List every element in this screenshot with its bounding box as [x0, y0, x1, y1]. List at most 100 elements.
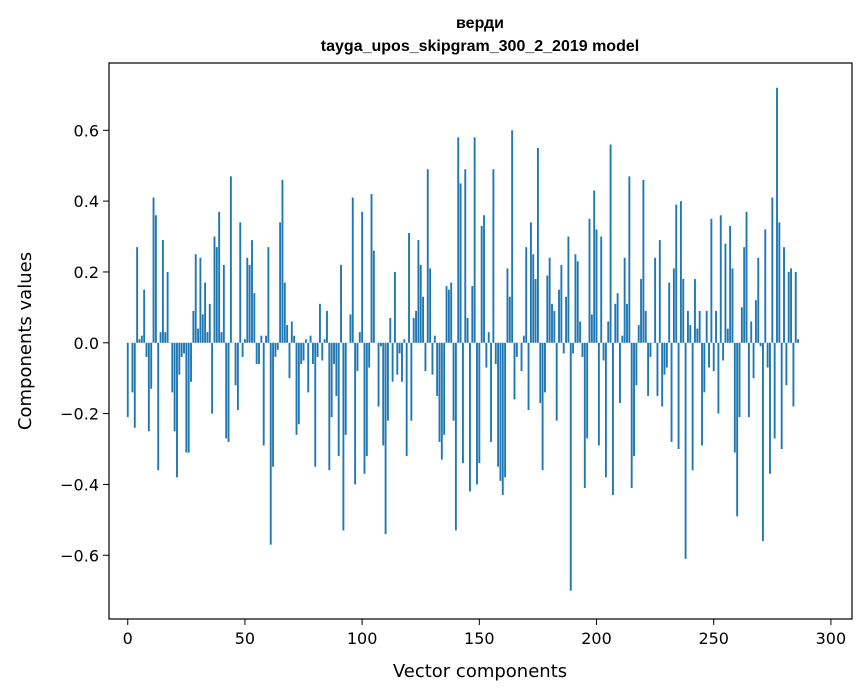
bar-component-261 — [738, 342, 741, 418]
bar-component-177 — [541, 342, 544, 471]
bar-component-143 — [461, 342, 464, 464]
bar-component-269 — [757, 257, 760, 343]
bar-component-7 — [143, 289, 146, 343]
bar-component-161 — [504, 342, 507, 478]
bar-component-0 — [126, 342, 129, 418]
bar-component-228 — [661, 342, 664, 407]
bar-component-189 — [569, 342, 572, 591]
bar-component-193 — [579, 321, 582, 343]
bar-component-284 — [792, 342, 795, 407]
bar-component-281 — [785, 342, 788, 386]
y-tick-label: 0.4 — [74, 192, 99, 211]
bar-component-174 — [534, 279, 537, 343]
bar-component-114 — [394, 271, 396, 343]
bar-component-266 — [750, 321, 753, 343]
bar-component-246 — [703, 342, 706, 393]
bar-component-49 — [241, 342, 244, 357]
bar-component-66 — [281, 179, 284, 343]
bar-component-75 — [302, 342, 305, 361]
bar-component-51 — [246, 257, 249, 343]
bar-component-102 — [365, 342, 368, 457]
bar-component-206 — [609, 144, 612, 343]
bar-component-219 — [640, 279, 642, 343]
bar-component-273 — [766, 342, 769, 368]
bar-component-188 — [567, 236, 570, 343]
bar-component-98 — [356, 342, 359, 372]
bar-component-134 — [440, 342, 443, 460]
bar-component-10 — [150, 342, 153, 389]
bar-component-166 — [515, 342, 518, 357]
bar-component-286 — [797, 339, 800, 343]
bar-component-180 — [548, 257, 551, 343]
bar-component-133 — [438, 342, 441, 442]
bar-component-11 — [152, 197, 155, 343]
bar-component-208 — [614, 303, 617, 343]
bar-component-71 — [293, 335, 296, 343]
bar-component-255 — [724, 243, 727, 343]
bar-component-267 — [752, 342, 755, 379]
bar-component-229 — [663, 342, 666, 375]
bar-component-233 — [672, 268, 675, 343]
x-tick-label: 0 — [123, 629, 133, 648]
bar-component-202 — [600, 236, 603, 343]
bar-component-146 — [469, 342, 471, 492]
y-tick-label: 0.0 — [74, 334, 99, 353]
x-tick-label: 100 — [347, 629, 378, 648]
bar-component-15 — [161, 240, 164, 343]
bar-component-113 — [391, 342, 394, 382]
bar-component-77 — [307, 342, 310, 393]
bar-component-147 — [471, 286, 474, 343]
bar-component-130 — [431, 342, 434, 375]
bar-component-67 — [283, 282, 286, 343]
bar-component-97 — [354, 342, 357, 485]
bar-component-5 — [138, 339, 141, 343]
chart-title: верди — [456, 15, 504, 32]
bar-component-12 — [154, 215, 157, 343]
bar-component-103 — [368, 342, 371, 368]
bar-component-95 — [349, 314, 352, 343]
bar-component-256 — [726, 328, 729, 343]
bar-component-96 — [351, 197, 354, 343]
bar-component-135 — [443, 342, 446, 435]
bar-component-48 — [239, 222, 242, 343]
bar-component-268 — [754, 300, 757, 343]
bar-component-56 — [258, 342, 260, 365]
bar-component-41 — [222, 264, 225, 343]
bar-component-119 — [405, 342, 408, 457]
bar-component-27 — [190, 342, 192, 382]
bar-component-115 — [396, 342, 399, 375]
bar-component-280 — [783, 247, 785, 343]
bar-component-271 — [762, 342, 764, 542]
bar-component-275 — [771, 197, 774, 343]
bar-component-38 — [215, 247, 218, 343]
bar-component-156 — [492, 169, 495, 343]
bar-component-55 — [255, 342, 258, 365]
bar-component-50 — [244, 339, 246, 343]
bar-component-258 — [731, 268, 734, 343]
bar-component-154 — [487, 332, 490, 343]
bar-component-82 — [319, 303, 321, 343]
bar-component-260 — [736, 342, 739, 517]
bar-component-126 — [422, 296, 425, 343]
bar-component-200 — [595, 229, 598, 343]
bar-component-181 — [551, 303, 553, 343]
bar-component-64 — [276, 342, 279, 350]
bar-component-249 — [710, 218, 713, 343]
x-tick-label: 150 — [464, 629, 495, 648]
y-axis-label: Components values — [15, 252, 36, 430]
bar-component-117 — [401, 342, 403, 382]
bar-component-42 — [225, 342, 228, 439]
bar-component-231 — [668, 282, 671, 343]
bar-component-164 — [511, 130, 514, 343]
bar-component-109 — [382, 342, 385, 446]
bar-component-81 — [316, 342, 319, 357]
bar-component-118 — [403, 339, 406, 343]
bar-component-123 — [415, 310, 417, 343]
bar-component-128 — [426, 169, 429, 343]
bar-component-72 — [295, 342, 298, 435]
bar-component-194 — [581, 342, 584, 357]
bar-component-215 — [630, 342, 633, 488]
bar-component-3 — [133, 342, 136, 428]
bar-component-264 — [745, 211, 748, 343]
